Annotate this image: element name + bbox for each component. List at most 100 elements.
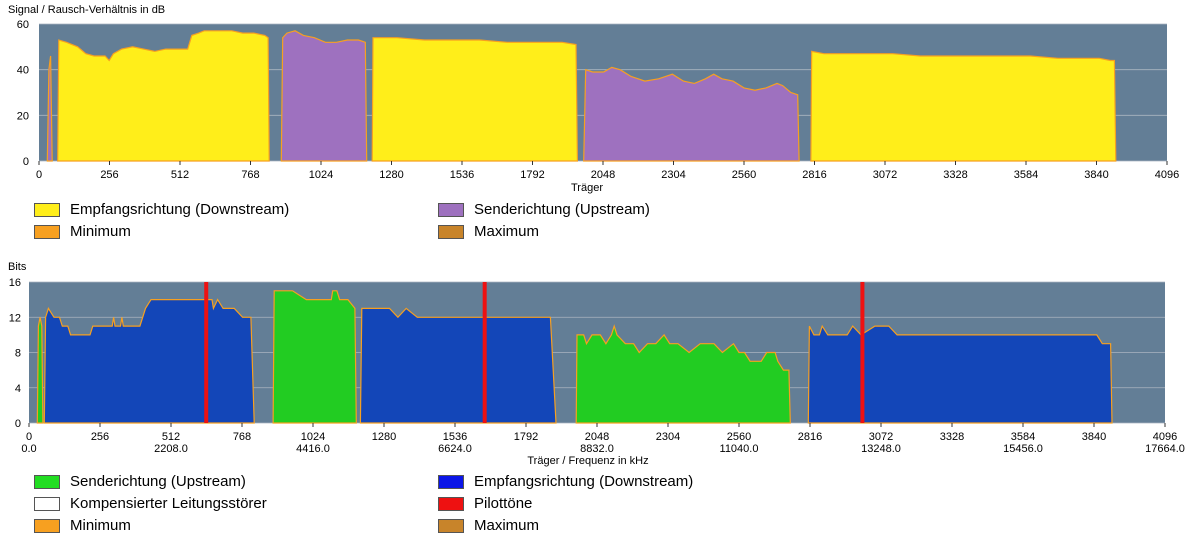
upstream-area: [280, 30, 368, 162]
x-tick-label: 1024: [309, 169, 333, 181]
x-tick-label: 2816: [802, 169, 826, 181]
x-tick-label: 512: [171, 169, 189, 181]
downstream-area: [43, 298, 255, 424]
x-tick-label: 1280: [372, 431, 396, 443]
frequency-tick-label: 0.0: [21, 443, 36, 455]
snr-series: [46, 30, 1117, 162]
x-tick-label: 4096: [1155, 169, 1179, 181]
bits-chart-title: Bits: [8, 261, 27, 273]
x-tick-label: 512: [162, 431, 180, 443]
downstream-area: [57, 30, 270, 162]
legend-label: Empfangsrichtung (Downstream): [474, 473, 694, 490]
snr-chart: Signal / Rausch-Verhältnis in dB 0 20 40 60…: [8, 4, 1179, 194]
x-tick-label: 3328: [943, 169, 967, 181]
x-tick-label: 3840: [1084, 169, 1108, 181]
legend-label: Pilottöne: [474, 495, 533, 512]
legend-label: Senderichtung (Upstream): [70, 473, 246, 490]
x-tick-label: 1536: [450, 169, 474, 181]
x-tick-label: 2304: [661, 169, 685, 181]
frequency-tick-label: 4416.0: [296, 443, 330, 455]
upstream-area: [575, 324, 791, 424]
legend-item-compensated: Kompensierter Leitungsstörer: [34, 495, 267, 512]
bits-frequency-ticks: 0.0 2208.0 4416.0 6624.0 8832.0 11040.0 13248.…: [21, 443, 1185, 455]
frequency-tick-label: 11040.0: [720, 443, 759, 455]
snr-y-ticks: 0 20 40 60: [17, 19, 29, 168]
x-tick-label: 1024: [301, 431, 325, 443]
legend-label: Senderichtung (Upstream): [474, 201, 650, 218]
bits-x-ticks: 0 256 512 768 1024 1280 1536 1792 2048 2304 2560 28…: [26, 423, 1177, 443]
y-tick-label: 4: [15, 383, 21, 395]
frequency-tick-label: 17664.0: [1145, 443, 1185, 455]
legend-item-downstream: Empfangsrichtung (Downstream): [438, 473, 693, 490]
x-tick-label: 3584: [1014, 169, 1038, 181]
downstream-area: [371, 37, 579, 162]
legend-item-pilot-tones: Pilottöne: [438, 495, 532, 512]
x-tick-label: 1536: [443, 431, 467, 443]
upstream-area: [36, 317, 44, 424]
legend-swatch: [438, 202, 464, 217]
legend-label: Empfangsrichtung (Downstream): [70, 201, 290, 218]
legend-item-upstream: Senderichtung (Upstream): [34, 473, 246, 490]
legend-swatch: [438, 224, 464, 239]
x-tick-label: 2560: [732, 169, 756, 181]
x-tick-label: 2048: [585, 431, 609, 443]
legend-item-upstream: Senderichtung (Upstream): [438, 201, 650, 218]
downstream-area: [807, 324, 1113, 424]
legend-swatch: [438, 518, 464, 533]
bits-pilot-tones: [204, 282, 865, 423]
y-tick-label: 0: [23, 156, 29, 168]
x-tick-label: 2816: [798, 431, 822, 443]
x-tick-label: 1280: [379, 169, 403, 181]
snr-chart-title: Signal / Rausch-Verhältnis in dB: [8, 4, 165, 16]
legend-label: Kompensierter Leitungsstörer: [70, 495, 267, 512]
frequency-tick-label: 6624.0: [438, 443, 472, 455]
x-tick-label: 3072: [873, 169, 897, 181]
x-tick-label: 3328: [940, 431, 964, 443]
legend-swatch: [34, 474, 60, 489]
x-tick-label: 768: [241, 169, 259, 181]
legend-label: Maximum: [474, 223, 540, 240]
y-tick-label: 60: [17, 19, 29, 31]
x-tick-label: 768: [233, 431, 251, 443]
y-tick-label: 20: [17, 110, 29, 122]
frequency-tick-label: 8832.0: [580, 443, 614, 455]
y-tick-label: 8: [15, 348, 21, 360]
downstream-area: [359, 307, 557, 424]
legend-swatch: [438, 496, 464, 511]
x-tick-label: 0: [26, 431, 32, 443]
x-tick-label: 3072: [869, 431, 893, 443]
y-tick-label: 16: [9, 277, 21, 289]
x-tick-label: 2304: [656, 431, 680, 443]
x-tick-label: 256: [100, 169, 118, 181]
legend-swatch: [34, 518, 60, 533]
legend-swatch: [34, 202, 60, 217]
legend-swatch: [438, 474, 464, 489]
x-tick-label: 2560: [727, 431, 751, 443]
x-tick-label: 1792: [520, 169, 544, 181]
frequency-tick-label: 2208.0: [154, 443, 188, 455]
legend-item-minimum: Minimum: [34, 223, 131, 240]
x-tick-label: 3584: [1011, 431, 1035, 443]
frequency-tick-label: 15456.0: [1003, 443, 1043, 455]
bits-chart: Bits 0 4 8 12 16 0 256 512 768 1024 1280 1536 1792 2…: [8, 261, 1185, 467]
legend-item-maximum: Maximum: [438, 223, 539, 240]
y-tick-label: 0: [15, 418, 21, 430]
x-tick-label: 4096: [1153, 431, 1177, 443]
x-tick-label: 0: [36, 169, 42, 181]
x-tick-label: 1792: [514, 431, 538, 443]
bits-y-ticks: 0 4 8 12 16: [9, 277, 21, 430]
legend-item-minimum: Minimum: [34, 517, 131, 534]
snr-x-axis-label: Träger: [571, 182, 603, 194]
legend-swatch: [34, 224, 60, 239]
frequency-tick-label: 13248.0: [861, 443, 901, 455]
legend-item-downstream: Empfangsrichtung (Downstream): [34, 201, 289, 218]
legend-label: Minimum: [70, 223, 131, 240]
legend-item-maximum: Maximum: [438, 517, 539, 534]
x-tick-label: 3840: [1082, 431, 1106, 443]
legend-swatch: [34, 496, 60, 511]
downstream-area: [810, 50, 1117, 162]
bits-series: [36, 290, 1113, 424]
upstream-area: [46, 55, 53, 162]
snr-x-ticks: 0 256 512 768 1024 1280 1536 1792 2048 2304 2560 28…: [36, 161, 1179, 181]
